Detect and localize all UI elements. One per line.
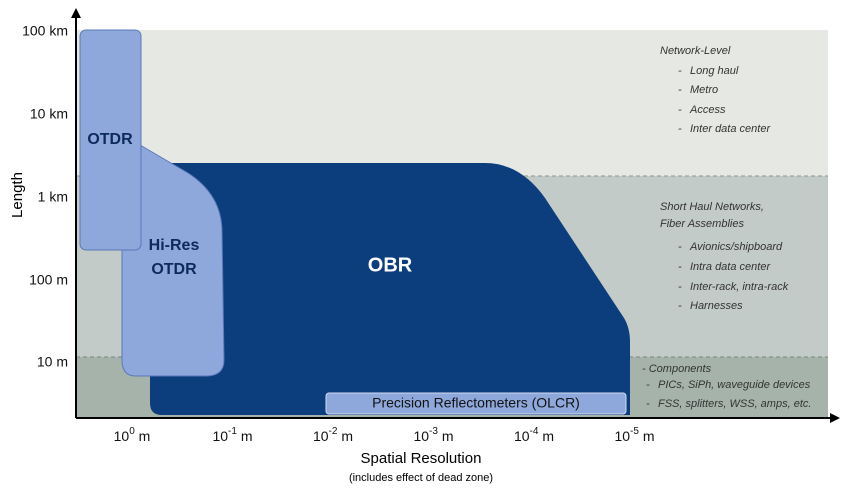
- tick-exponent: 0: [129, 426, 135, 437]
- zone-title: Short Haul Networks,: [660, 201, 764, 213]
- zone-title: Fiber Assemblies: [660, 218, 744, 230]
- bullet: -: [678, 300, 682, 312]
- tick-exponent: -4: [530, 426, 539, 437]
- zone-item: Inter data center: [690, 123, 771, 135]
- region-label: OTDR: [87, 131, 133, 148]
- tick-exponent: -1: [228, 426, 237, 437]
- y-tick-label: 1 km: [38, 189, 68, 205]
- tick-base: 10: [313, 428, 329, 444]
- bullet: -: [678, 261, 682, 273]
- tick-base: 10: [114, 428, 130, 444]
- region-label: Hi-Res: [149, 237, 200, 254]
- zone-item: Access: [689, 104, 726, 116]
- zone-item: Long haul: [690, 65, 739, 77]
- bullet: -: [646, 398, 650, 410]
- tick-exponent: -3: [429, 426, 438, 437]
- x-tick-label: 10-5 m: [614, 426, 654, 444]
- y-tick-label: 100 m: [29, 272, 68, 288]
- tick-base: 10: [614, 428, 630, 444]
- tick-unit: m: [341, 428, 353, 444]
- x-tick-label: 10-4 m: [514, 426, 554, 444]
- bullet: -: [678, 241, 682, 253]
- y-tick-label: 10 m: [37, 354, 68, 370]
- x-tick-label: 10-2 m: [313, 426, 353, 444]
- tick-base: 10: [514, 428, 530, 444]
- tick-unit: m: [442, 428, 454, 444]
- y-axis-label: Length: [9, 172, 26, 218]
- zone-title-text: Short Haul Networks,: [660, 201, 764, 213]
- zone-title: Network-Level: [660, 45, 731, 57]
- tick-exponent: -5: [630, 426, 639, 437]
- zone-item: FSS, splitters, WSS, amps, etc.: [658, 398, 811, 410]
- bullet: -: [678, 84, 682, 96]
- bullet: -: [646, 379, 650, 391]
- region-label: OTDR: [151, 261, 197, 278]
- dash: -: [642, 363, 649, 375]
- otdr-region: [79, 29, 142, 251]
- x-arrow: [830, 413, 840, 423]
- y-arrow: [71, 8, 81, 18]
- tick-base: 10: [413, 428, 429, 444]
- bullet: -: [678, 104, 682, 116]
- bullet: -: [678, 281, 682, 293]
- tick-unit: m: [643, 428, 655, 444]
- region-label: OBR: [368, 254, 413, 276]
- x-axis-label: Spatial Resolution: [361, 450, 482, 467]
- zone-item: Avionics/shipboard: [689, 241, 783, 253]
- zone-title-text: Network-Level: [660, 45, 731, 57]
- hires-otdr-region: [121, 144, 225, 377]
- tick-unit: m: [542, 428, 554, 444]
- bullet: -: [678, 123, 682, 135]
- zone-item: Intra data center: [690, 261, 771, 273]
- bullet: -: [678, 65, 682, 77]
- y-tick-label: 100 km: [22, 23, 68, 39]
- zone-title-text: Components: [649, 363, 712, 375]
- region-label: Precision Reflectometers (OLCR): [372, 395, 580, 411]
- zone-item: Inter-rack, intra-rack: [690, 281, 789, 293]
- zone-item: PICs, SiPh, waveguide devices: [658, 379, 811, 391]
- tick-unit: m: [139, 428, 151, 444]
- x-tick-label: 100 m: [114, 426, 151, 444]
- band-network: [76, 30, 828, 176]
- zone-item: Metro: [690, 84, 718, 96]
- x-axis-sublabel: (includes effect of dead zone): [349, 472, 493, 484]
- zone-title: - Components: [642, 363, 712, 375]
- tick-base: 10: [212, 428, 228, 444]
- y-tick-label: 10 km: [30, 106, 68, 122]
- tick-exponent: -2: [329, 426, 338, 437]
- tick-unit: m: [241, 428, 253, 444]
- olcr-region: [325, 392, 627, 415]
- x-tick-label: 10-3 m: [413, 426, 453, 444]
- zone-item: Harnesses: [690, 300, 743, 312]
- obr-region: [150, 163, 630, 415]
- x-tick-label: 10-1 m: [212, 426, 252, 444]
